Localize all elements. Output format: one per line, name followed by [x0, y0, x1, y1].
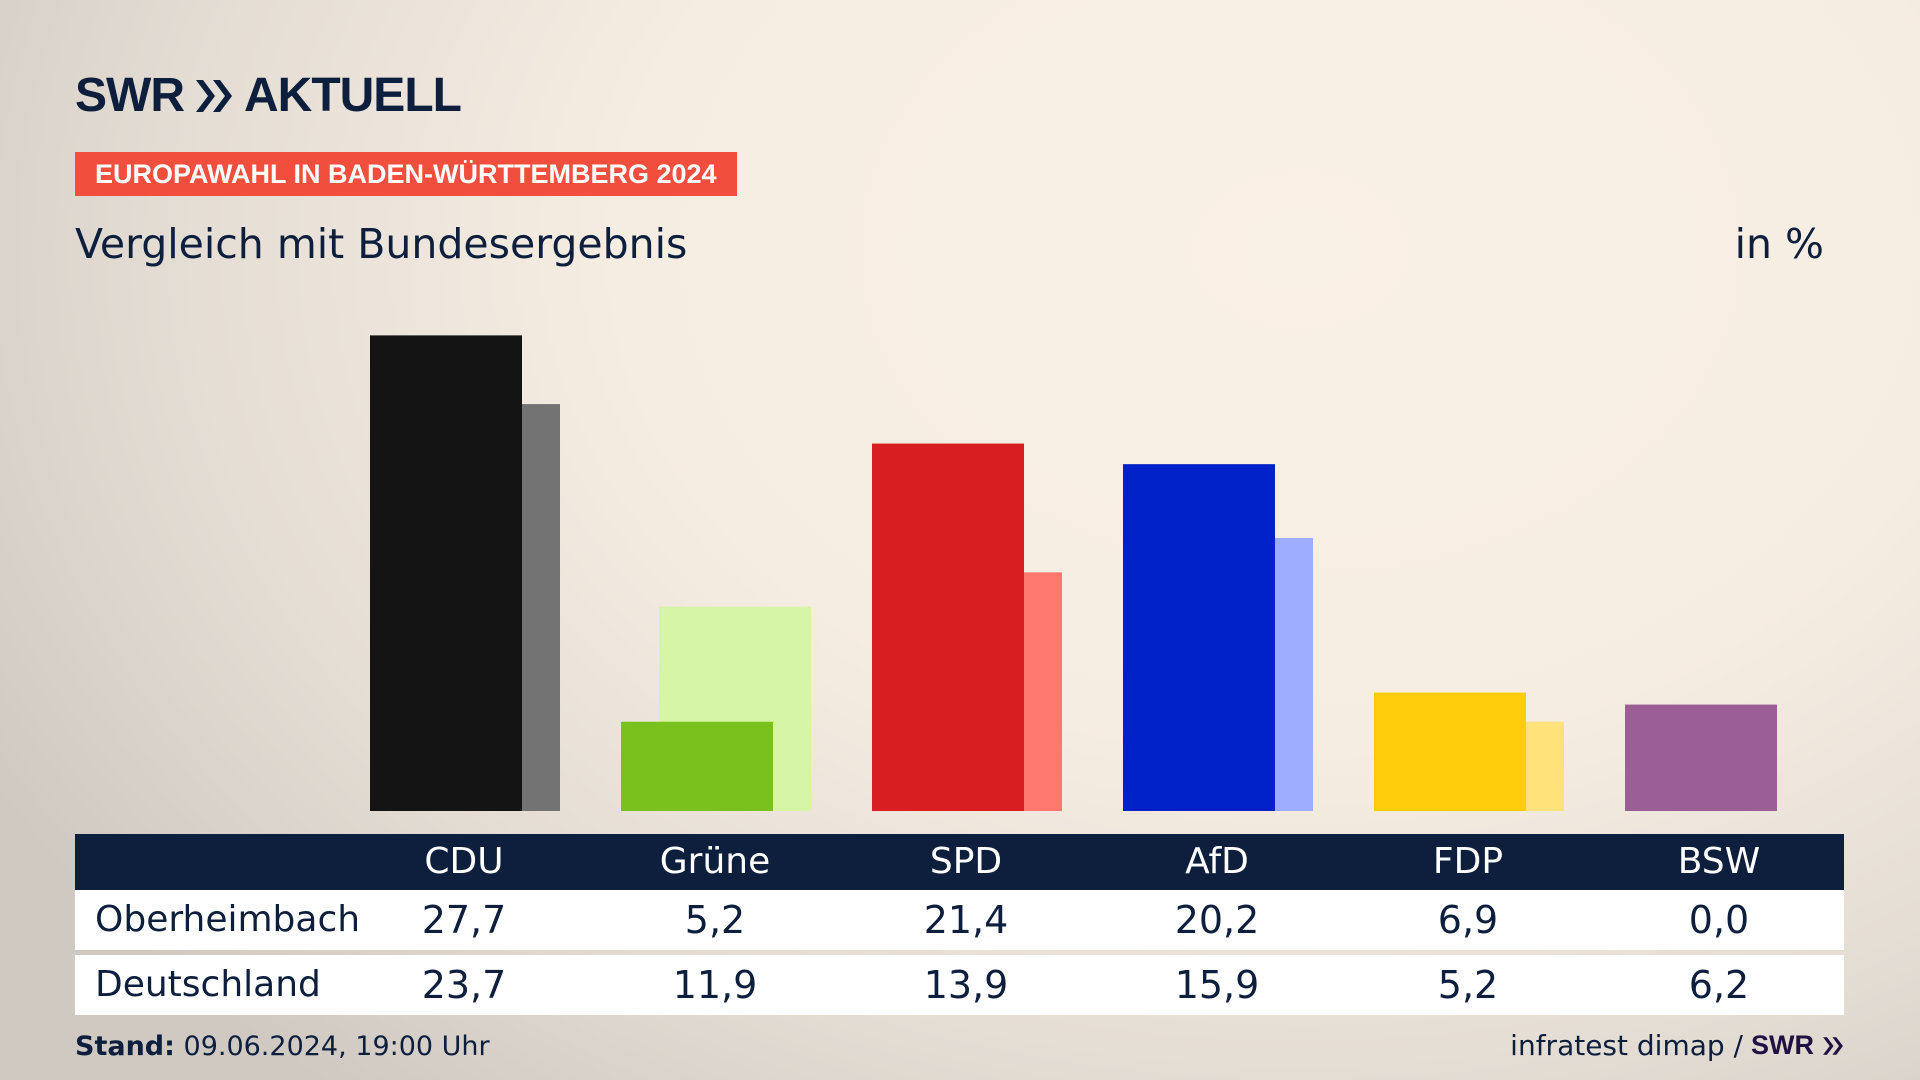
row-label: Oberheimbach — [95, 899, 361, 940]
swr-aktuell-logo: SWR AKTUELL — [75, 68, 462, 123]
bar-oberheimbach-cdu — [370, 335, 522, 811]
column-header: Grüne — [659, 841, 771, 882]
column-header: FDP — [1432, 841, 1504, 882]
bar-deutschland-bsw — [1625, 704, 1777, 811]
stand-value: 09.06.2024, 19:00 Uhr — [183, 1031, 490, 1062]
column-header: BSW — [1677, 841, 1761, 882]
table-cell: 23,7 — [421, 963, 507, 1007]
column-header: SPD — [929, 841, 1003, 882]
swr-logo-small: SWR — [1751, 1030, 1814, 1060]
table-cell: 6,2 — [1688, 963, 1750, 1007]
bar-oberheimbach-fdp — [1374, 692, 1526, 811]
bar-chart — [370, 335, 1777, 811]
logo-swr: SWR — [75, 69, 185, 122]
chevrons-icon — [1823, 1036, 1843, 1055]
column-header: AfD — [1185, 841, 1249, 882]
table-cell: 5,2 — [684, 898, 746, 942]
table-row: Deutschland 23,7 11,9 13,9 15,9 5,2 6,2 — [75, 955, 1844, 1015]
table-cell: 20,2 — [1174, 898, 1260, 942]
election-badge: EUROPAWAHL IN BADEN-WÜRTTEMBERG 2024 — [75, 152, 737, 196]
source-text: infratest dimap / — [1510, 1029, 1743, 1062]
bar-oberheimbach-spd — [872, 443, 1024, 811]
logo-aktuell: AKTUELL — [243, 69, 462, 122]
column-header: CDU — [424, 841, 504, 882]
table-cell: 13,9 — [923, 963, 1009, 1007]
results-table: CDU Grüne SPD AfD FDP BSW Oberheimbach 27,7 5,… — [75, 834, 1844, 1015]
table-cell: 27,7 — [421, 898, 507, 942]
table-header: CDU Grüne SPD AfD FDP BSW — [75, 834, 1844, 890]
bar-oberheimbach-afd — [1123, 464, 1275, 811]
unit-label: in % — [1734, 220, 1824, 268]
timestamp: Stand: 09.06.2024, 19:00 Uhr — [75, 1031, 490, 1062]
table-cell: 15,9 — [1174, 963, 1260, 1007]
table-cell: 11,9 — [672, 963, 758, 1007]
stand-label: Stand: — [75, 1031, 175, 1062]
table-cell: 21,4 — [923, 898, 1009, 942]
table-row: Oberheimbach 27,7 5,2 21,4 20,2 6,9 0,0 — [75, 890, 1844, 950]
chart-subtitle: Vergleich mit Bundesergebnis — [75, 220, 688, 268]
row-label: Deutschland — [95, 964, 321, 1005]
source: infratest dimap / SWR — [1510, 1029, 1844, 1062]
table-cell: 6,9 — [1437, 898, 1499, 942]
table-cell: 5,2 — [1437, 963, 1499, 1007]
chevrons-icon — [195, 79, 232, 112]
table-cell: 0,0 — [1688, 898, 1750, 942]
bar-oberheimbach-grüne — [621, 721, 773, 811]
